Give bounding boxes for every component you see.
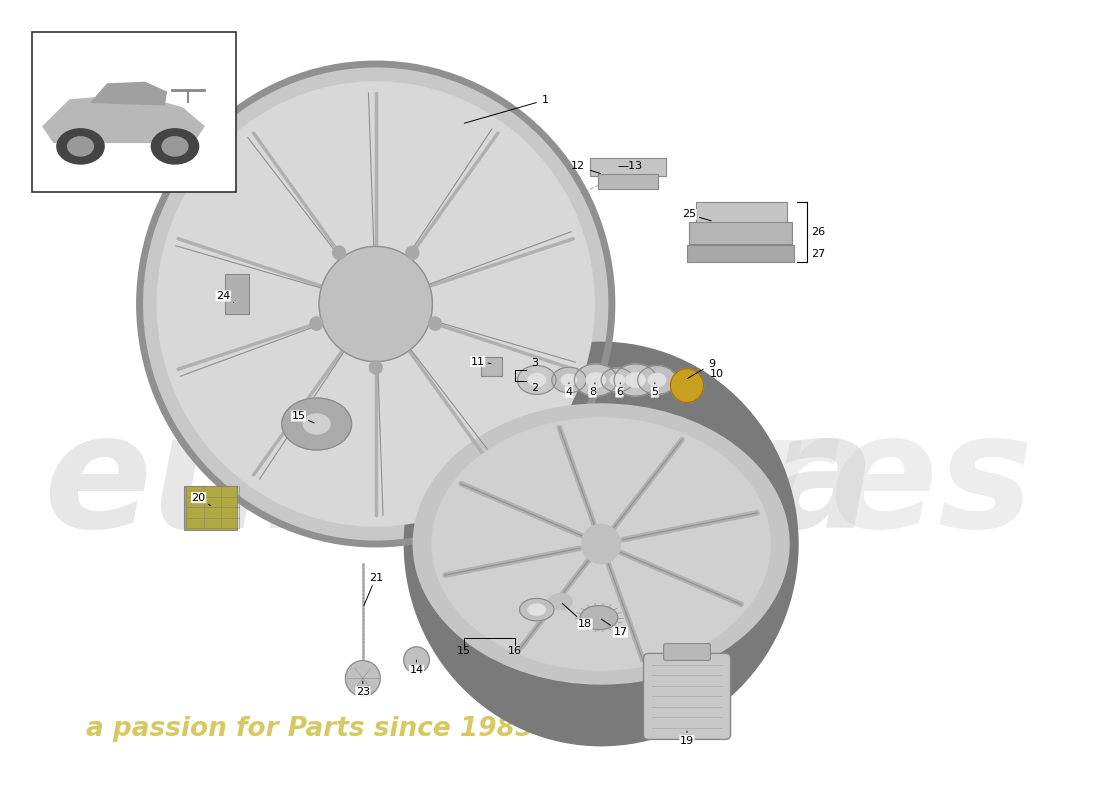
FancyBboxPatch shape <box>226 274 249 314</box>
Ellipse shape <box>580 606 618 630</box>
FancyBboxPatch shape <box>598 174 658 189</box>
Text: 1: 1 <box>464 95 549 123</box>
Text: 4: 4 <box>565 382 572 397</box>
Ellipse shape <box>574 364 617 396</box>
Ellipse shape <box>140 64 612 544</box>
Ellipse shape <box>586 373 605 387</box>
FancyBboxPatch shape <box>663 643 711 661</box>
Text: 9: 9 <box>688 359 716 378</box>
FancyBboxPatch shape <box>688 245 794 262</box>
Ellipse shape <box>304 414 330 434</box>
Text: 24: 24 <box>217 291 234 302</box>
Text: 21: 21 <box>364 573 383 606</box>
FancyBboxPatch shape <box>690 222 792 244</box>
Circle shape <box>332 246 345 259</box>
Ellipse shape <box>432 418 770 670</box>
Polygon shape <box>91 82 166 105</box>
Text: 11: 11 <box>471 357 491 366</box>
Circle shape <box>671 369 704 402</box>
Circle shape <box>582 524 620 564</box>
Ellipse shape <box>528 374 546 386</box>
Text: 15: 15 <box>456 646 471 656</box>
Text: 26: 26 <box>812 227 826 237</box>
Text: 16: 16 <box>508 646 522 656</box>
Ellipse shape <box>519 598 554 621</box>
Text: 12: 12 <box>571 162 601 174</box>
Text: 25: 25 <box>682 210 712 221</box>
Ellipse shape <box>517 366 557 394</box>
Text: —13: —13 <box>617 161 642 170</box>
Text: 2: 2 <box>531 383 538 393</box>
Text: 18: 18 <box>562 603 592 629</box>
Text: 6: 6 <box>616 382 623 397</box>
Circle shape <box>310 317 323 330</box>
Text: 15: 15 <box>292 411 315 423</box>
Ellipse shape <box>602 368 634 392</box>
Ellipse shape <box>648 374 666 386</box>
Ellipse shape <box>157 82 594 526</box>
Ellipse shape <box>552 367 586 393</box>
Ellipse shape <box>282 398 352 450</box>
Text: 23: 23 <box>355 681 370 697</box>
Polygon shape <box>43 94 204 142</box>
Ellipse shape <box>561 374 576 386</box>
Circle shape <box>429 317 441 330</box>
Circle shape <box>370 361 382 374</box>
Text: 20: 20 <box>191 493 210 506</box>
Ellipse shape <box>626 373 646 387</box>
Circle shape <box>162 137 188 156</box>
Circle shape <box>345 661 381 696</box>
Ellipse shape <box>638 366 676 394</box>
FancyBboxPatch shape <box>644 654 730 739</box>
Text: 10: 10 <box>710 370 724 379</box>
Text: 17: 17 <box>602 619 627 637</box>
Text: euro: euro <box>43 406 453 561</box>
Circle shape <box>57 129 104 164</box>
Bar <box>481 357 503 376</box>
Ellipse shape <box>549 594 572 610</box>
Text: 14: 14 <box>409 660 424 675</box>
Text: spa: spa <box>558 406 876 561</box>
Circle shape <box>152 129 199 164</box>
Circle shape <box>404 647 429 673</box>
Text: 27: 27 <box>812 250 826 259</box>
Ellipse shape <box>614 364 657 396</box>
Bar <box>32 32 236 192</box>
Ellipse shape <box>528 604 546 615</box>
Text: 5: 5 <box>651 382 658 397</box>
Bar <box>184 486 238 530</box>
Ellipse shape <box>319 246 432 362</box>
Circle shape <box>405 342 798 746</box>
Ellipse shape <box>610 374 625 386</box>
Text: 8: 8 <box>588 382 596 397</box>
Circle shape <box>406 246 419 259</box>
Text: 19: 19 <box>680 731 694 746</box>
Ellipse shape <box>414 404 789 684</box>
FancyBboxPatch shape <box>695 202 786 224</box>
Text: 3: 3 <box>531 358 538 367</box>
FancyBboxPatch shape <box>591 158 666 176</box>
Circle shape <box>67 137 94 156</box>
Text: a passion for Parts since 1985: a passion for Parts since 1985 <box>86 716 534 742</box>
Text: res: res <box>751 406 1034 561</box>
